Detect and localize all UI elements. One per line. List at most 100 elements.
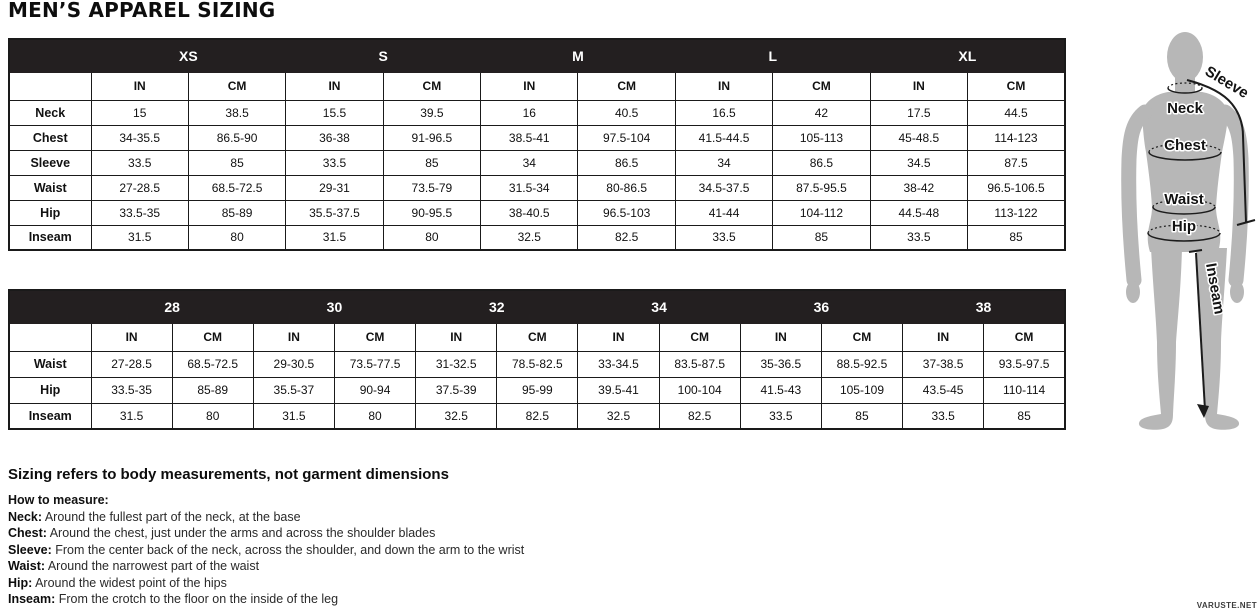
page-title: MEN’S APPAREL SIZING (8, 0, 276, 22)
figure-neck (1175, 66, 1195, 92)
unit-header-in: IN (285, 71, 384, 101)
inseam-line (1195, 252, 1206, 411)
size-header-s: S (285, 38, 482, 73)
measurement-cell: 87.5-95.5 (772, 174, 871, 201)
inseam-top-tick (1188, 249, 1203, 253)
measure-guide-list: Neck: Around the fullest part of the nec… (8, 509, 668, 608)
measurement-cell: 32.5 (480, 224, 579, 251)
measure-term: Sleeve: (8, 542, 52, 557)
measurement-cell: 96.5-106.5 (967, 174, 1066, 201)
sleeve-line (1186, 79, 1247, 223)
neck-figure-label: Neck (1167, 100, 1204, 117)
table-row-hip: Hip 33.5-35 85-89 35.5-37 90-94 37.5-39 95-99 3… (8, 376, 1066, 404)
unit-header-cm: CM (187, 71, 287, 101)
size-band-row: 28 30 32 34 36 38 (8, 289, 1066, 324)
size-header-xs: XS (90, 38, 287, 73)
chest-figure-label: Chest (1164, 137, 1206, 154)
watermark: VARUSTE.NET (1196, 601, 1257, 610)
measurement-cell: 17.5 (869, 99, 969, 126)
size-header-xl: XL (869, 38, 1066, 73)
unit-header-in: IN (577, 322, 660, 352)
notes-heading: Sizing refers to body measurements, not … (8, 466, 449, 483)
measurement-cell: 45-48.5 (869, 124, 969, 151)
measurement-cell: 38.5-41 (480, 124, 579, 151)
measurement-cell: 31.5-34 (480, 174, 579, 201)
measurement-cell: 80-86.5 (577, 174, 676, 201)
row-label: Waist (8, 350, 92, 378)
numeric-size-table: 28 30 32 34 36 38 IN CM IN CM IN CM IN CM IN CM IN CM Wa… (8, 289, 1066, 430)
unit-header-in: IN (415, 322, 498, 352)
measurement-cell: 85 (820, 402, 904, 430)
size-header-32: 32 (415, 289, 579, 324)
band-corner-cell (8, 289, 92, 324)
neck-line-back (1167, 82, 1203, 89)
hip-line (1147, 232, 1221, 242)
measurement-cell: 85 (382, 149, 482, 176)
measurement-cell: 85-89 (171, 376, 254, 404)
figure-right-hand (1230, 281, 1244, 303)
measurement-cell: 80 (333, 402, 417, 430)
unit-header-in: IN (739, 322, 822, 352)
waist-line (1152, 206, 1216, 215)
measurement-cell: 34 (480, 149, 579, 176)
measurement-cell: 29-30.5 (252, 350, 335, 378)
alpha-size-table: XS S M L XL IN CM IN CM IN CM IN CM IN CM Neck 15 38.5 1… (8, 38, 1066, 251)
unit-header-cm: CM (772, 71, 871, 101)
measure-term: Chest: (8, 526, 47, 540)
measurement-cell: 16.5 (674, 99, 774, 126)
unit-header-cm: CM (658, 322, 741, 352)
inseam-arrowhead (1197, 404, 1209, 418)
measurement-cell: 31.5 (285, 224, 384, 251)
measurement-cell: 85 (967, 224, 1066, 251)
measurement-cell: 85-89 (187, 199, 287, 226)
measurement-cell: 33.5 (285, 149, 384, 176)
measurement-cell: 31.5 (90, 402, 173, 430)
measurement-cell: 82.5 (658, 402, 741, 430)
size-header-l: L (674, 38, 871, 73)
measurement-cell: 15 (90, 99, 189, 126)
figure-left-leg (1151, 248, 1182, 414)
measurement-cell: 41-44 (674, 199, 774, 226)
table-row-waist: Waist 27-28.5 68.5-72.5 29-31 73.5-79 31.5-34… (8, 174, 1066, 201)
measure-item-chest: Chest: Around the chest, just under the … (8, 525, 668, 542)
unit-header-cm: CM (496, 322, 579, 352)
measurement-cell: 31.5 (252, 402, 335, 430)
measure-term: Waist: (8, 559, 46, 573)
size-header-34: 34 (577, 289, 741, 324)
figure-left-hand (1126, 281, 1140, 303)
measurement-cell: 33.5 (90, 149, 189, 176)
measurement-cell: 37.5-39 (415, 376, 498, 404)
measurement-cell: 33.5 (739, 402, 822, 430)
measurement-cell: 34.5-37.5 (674, 174, 774, 201)
size-header-30: 30 (252, 289, 417, 324)
measure-text: Around the widest point of the hips (32, 575, 227, 590)
numeric-size-table-body: Waist 27-28.5 68.5-72.5 29-30.5 73.5-77.5 31-… (8, 350, 1066, 430)
measurement-cell: 32.5 (415, 402, 498, 430)
measurement-cell: 78.5-82.5 (496, 350, 579, 378)
measurement-cell: 35.5-37.5 (285, 199, 384, 226)
unit-header-cm: CM (333, 322, 417, 352)
band-corner-cell (8, 38, 92, 73)
measure-term: Neck: (8, 509, 43, 524)
measurement-cell: 80 (171, 402, 254, 430)
unit-header-cm: CM (171, 322, 254, 352)
measurement-cell: 43.5-45 (902, 376, 985, 404)
measurement-cell: 39.5 (382, 99, 482, 126)
unit-header-row: IN CM IN CM IN CM IN CM IN CM (8, 71, 1066, 101)
measurement-cell: 73.5-77.5 (333, 350, 417, 378)
measurement-cell: 38-42 (869, 174, 969, 201)
measurement-cell: 83.5-87.5 (658, 350, 741, 378)
measurement-cell: 35-36.5 (739, 350, 822, 378)
measurement-cell: 27-28.5 (90, 350, 173, 378)
size-header-36: 36 (739, 289, 904, 324)
waist-line-back (1152, 199, 1216, 208)
measure-text: Around the chest, just under the arms an… (46, 526, 436, 540)
measurement-cell: 34 (674, 149, 774, 176)
measurement-cell: 34-35.5 (90, 124, 189, 151)
figure-left-foot (1138, 414, 1173, 430)
chest-line-back (1148, 143, 1222, 153)
measurement-cell: 34.5 (869, 149, 969, 176)
measure-term: Hip: (8, 575, 33, 590)
measurement-cell: 41.5-44.5 (674, 124, 774, 151)
measurement-cell: 80 (187, 224, 287, 251)
